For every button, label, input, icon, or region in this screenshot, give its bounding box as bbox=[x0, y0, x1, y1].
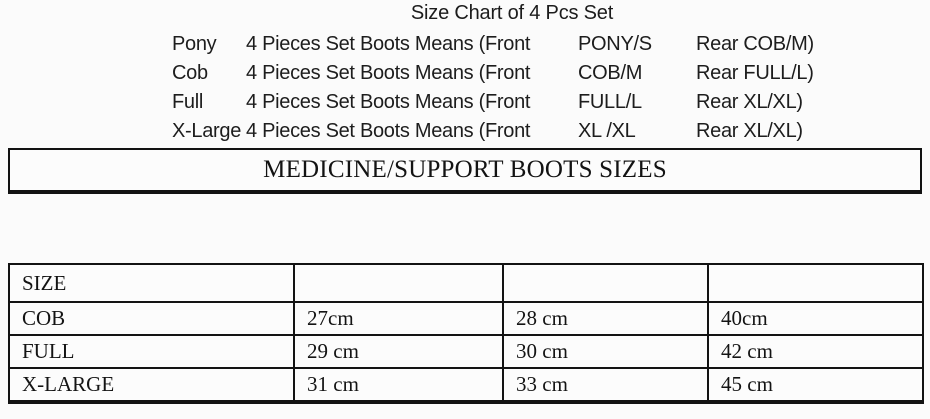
spec-size-name: Cob bbox=[172, 62, 208, 84]
spec-row-pony: Pony 4 Pieces Set Boots Means (Front PON… bbox=[172, 30, 814, 59]
spec-rear-size: Rear XL/XL) bbox=[696, 120, 803, 142]
size-table-header-cell: SIZE bbox=[8, 263, 295, 303]
spec-rear-size: Rear FULL/L) bbox=[696, 62, 814, 84]
spec-means-text: 4 Pieces Set Boots Means (Front bbox=[246, 120, 531, 142]
size-table-header-row: SIZE bbox=[8, 263, 924, 303]
spec-row-xlarge: X-Large 4 Pieces Set Boots Means (Front … bbox=[172, 117, 814, 146]
spec-row-full: Full 4 Pieces Set Boots Means (Front FUL… bbox=[172, 88, 814, 117]
size-table: SIZE COB 27cm 28 cm 40cm FULL 29 cm 30 c… bbox=[8, 263, 924, 404]
size-table-row-full: FULL 29 cm 30 cm 42 cm bbox=[8, 334, 924, 369]
size-table-header-cell bbox=[707, 263, 924, 303]
page-title: Size Chart of 4 Pcs Set bbox=[410, 2, 614, 24]
banner-title: MEDICINE/SUPPORT BOOTS SIZES bbox=[263, 156, 667, 183]
spec-lines: Pony 4 Pieces Set Boots Means (Front PON… bbox=[172, 30, 814, 146]
measurement-cell: 27cm bbox=[293, 301, 504, 336]
measurement-cell: 29 cm bbox=[293, 334, 504, 369]
spec-row-cob: Cob 4 Pieces Set Boots Means (Front COB/… bbox=[172, 59, 814, 88]
measurement-cell: 45 cm bbox=[707, 367, 924, 403]
size-table-row-xlarge: X-LARGE 31 cm 33 cm 45 cm bbox=[8, 367, 924, 403]
size-name-cell: COB bbox=[8, 301, 295, 336]
measurement-cell: 40cm bbox=[707, 301, 924, 336]
spec-size-name: X-Large bbox=[172, 120, 242, 142]
size-table-header-cell bbox=[293, 263, 504, 303]
size-table-row-cob: COB 27cm 28 cm 40cm bbox=[8, 301, 924, 336]
measurement-cell: 42 cm bbox=[707, 334, 924, 369]
banner-box: MEDICINE/SUPPORT BOOTS SIZES bbox=[8, 148, 922, 194]
measurement-cell: 28 cm bbox=[502, 301, 709, 336]
spec-front-size: PONY/S bbox=[578, 33, 652, 55]
spec-size-name: Pony bbox=[172, 33, 217, 55]
spec-means-text: 4 Pieces Set Boots Means (Front bbox=[246, 62, 531, 84]
spec-front-size: COB/M bbox=[578, 62, 643, 84]
spec-rear-size: Rear XL/XL) bbox=[696, 91, 803, 113]
measurement-cell: 31 cm bbox=[293, 367, 504, 403]
measurement-cell: 30 cm bbox=[502, 334, 709, 369]
size-name-cell: FULL bbox=[8, 334, 295, 369]
size-name-cell: X-LARGE bbox=[8, 367, 295, 403]
spec-rear-size: Rear COB/M) bbox=[696, 33, 814, 55]
spec-means-text: 4 Pieces Set Boots Means (Front bbox=[246, 33, 531, 55]
spec-front-size: FULL/L bbox=[578, 91, 642, 113]
spec-means-text: 4 Pieces Set Boots Means (Front bbox=[246, 91, 531, 113]
spec-front-size: XL /XL bbox=[578, 120, 636, 142]
spec-size-name: Full bbox=[172, 91, 204, 113]
measurement-cell: 33 cm bbox=[502, 367, 709, 403]
size-table-header-cell bbox=[502, 263, 709, 303]
